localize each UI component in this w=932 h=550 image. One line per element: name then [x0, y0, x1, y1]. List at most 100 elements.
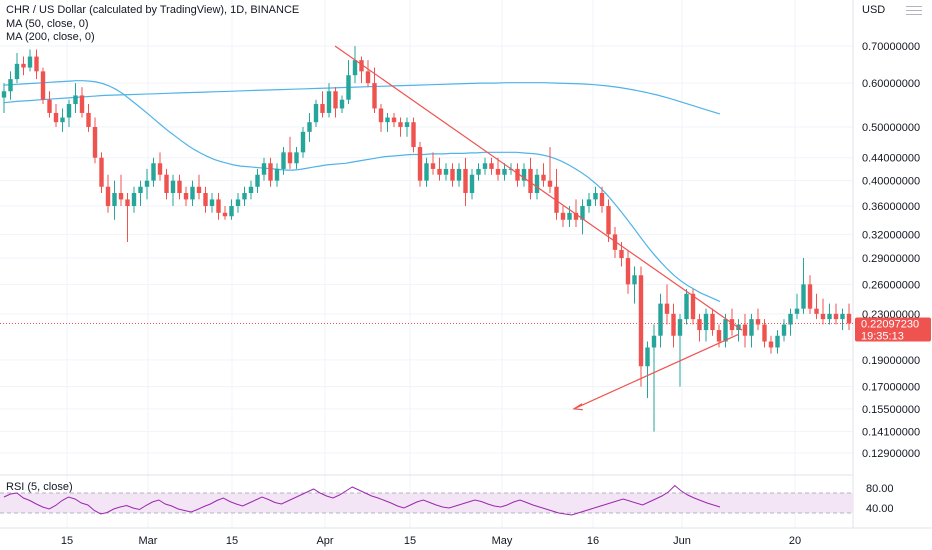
- candle-body: [528, 168, 533, 194]
- candle-body: [788, 313, 793, 325]
- time-axis[interactable]: 15 Mar 15 Apr 15 May 16 Jun 20: [61, 535, 801, 547]
- rsi-pane: [0, 484, 853, 516]
- candle-body: [671, 313, 676, 336]
- price-tick-label: 0.15500000: [862, 404, 920, 416]
- ma-200-line: [3, 82, 721, 115]
- candle-body: [768, 341, 774, 348]
- price-tick-label: 0.44000000: [862, 153, 920, 165]
- candle-body: [294, 152, 299, 164]
- candle-body: [300, 131, 306, 153]
- price-tick-label: 0.50000000: [862, 122, 920, 134]
- candle-body: [339, 99, 345, 109]
- settings-icon[interactable]: [906, 6, 922, 20]
- candle-body: [463, 168, 468, 194]
- candle-body: [762, 324, 767, 342]
- candle-body: [625, 258, 631, 285]
- candle-body: [21, 63, 26, 68]
- candle-body: [92, 126, 98, 158]
- candle-body: [424, 163, 429, 181]
- candle-body: [794, 308, 800, 314]
- candle-body: [534, 174, 540, 194]
- candle-body: [632, 275, 637, 285]
- candle-body: [112, 193, 117, 207]
- candle-body: [541, 174, 546, 181]
- candle-body: [801, 284, 806, 309]
- candle-body: [261, 163, 267, 175]
- rsi-legend[interactable]: RSI (5, close): [6, 481, 73, 493]
- candle-body: [281, 152, 286, 169]
- candle-body: [378, 108, 384, 123]
- price-tick-label: 0.60000000: [862, 78, 920, 90]
- candle-body: [177, 180, 182, 194]
- time-tick-label: 15: [404, 535, 416, 547]
- candle-body: [105, 186, 111, 207]
- price-tick-label: 0.17000000: [862, 382, 920, 394]
- candle-body: [775, 335, 780, 348]
- candle-body: [40, 71, 46, 100]
- candle-body: [840, 313, 845, 320]
- candle-body: [846, 313, 852, 324]
- candle-body: [365, 71, 371, 84]
- candle-body: [606, 206, 611, 235]
- ma-fast-legend[interactable]: MA (50, close, 0): [6, 18, 89, 30]
- candle-body: [664, 303, 670, 314]
- candle-body: [248, 186, 254, 194]
- candle-body: [131, 193, 137, 207]
- candle-body: [170, 180, 176, 194]
- candle-body: [827, 313, 832, 320]
- rsi-band: [0, 493, 853, 513]
- rsi-line: [3, 484, 721, 516]
- candle-body: [482, 163, 488, 169]
- candle-body: [651, 335, 657, 348]
- price-axis[interactable]: 0.70000000 0.60000000 0.50000000 0.44000000…: [862, 41, 920, 460]
- candle-body: [716, 330, 722, 342]
- candle-body: [645, 347, 650, 367]
- candle-body: [326, 91, 332, 113]
- candle-body: [430, 163, 436, 169]
- currency-label: USD: [862, 4, 886, 16]
- ma-slow-legend[interactable]: MA (200, close, 0): [6, 31, 95, 43]
- triangle-lower-line: [573, 334, 739, 410]
- candle-body: [53, 112, 59, 123]
- price-tick-label: 0.70000000: [862, 41, 920, 53]
- candle-body: [1, 91, 7, 98]
- candle-body: [742, 324, 748, 336]
- candle-body: [580, 206, 585, 220]
- price-tick-label: 0.40000000: [862, 176, 920, 188]
- candle-body: [255, 174, 260, 187]
- candle-body: [34, 56, 39, 72]
- candle-body: [8, 79, 13, 92]
- candle-body: [619, 249, 624, 259]
- candle-body: [690, 293, 696, 320]
- time-tick-label: Mar: [139, 535, 158, 547]
- price-tick-label: 0.32000000: [862, 229, 920, 241]
- candle-body: [573, 212, 579, 220]
- moving-averages: [3, 80, 721, 303]
- candle-body: [820, 313, 826, 320]
- candlesticks: [1, 46, 852, 432]
- candle-body: [684, 293, 689, 320]
- candle-body: [320, 104, 325, 113]
- candle-body: [697, 319, 702, 331]
- candle-body: [287, 152, 293, 164]
- candle-body: [398, 122, 403, 127]
- grid: [0, 0, 853, 528]
- candle-body: [268, 163, 273, 181]
- price-tick-label: 0.26000000: [862, 279, 920, 291]
- candle-body: [222, 212, 228, 217]
- candle-body: [164, 174, 169, 194]
- candle-body: [274, 168, 280, 181]
- candle-body: [196, 186, 202, 194]
- candle-body: [190, 186, 195, 200]
- candle-body: [411, 122, 416, 148]
- rsi-axis: 80.00 40.00: [866, 483, 894, 515]
- candle-body: [235, 199, 241, 207]
- candle-body: [313, 104, 319, 123]
- candle-body: [333, 91, 338, 109]
- time-tick-label: 15: [226, 535, 238, 547]
- candle-body: [385, 117, 390, 123]
- candle-body: [515, 168, 520, 181]
- candle-body: [658, 303, 663, 336]
- ma-50-line: [3, 80, 721, 303]
